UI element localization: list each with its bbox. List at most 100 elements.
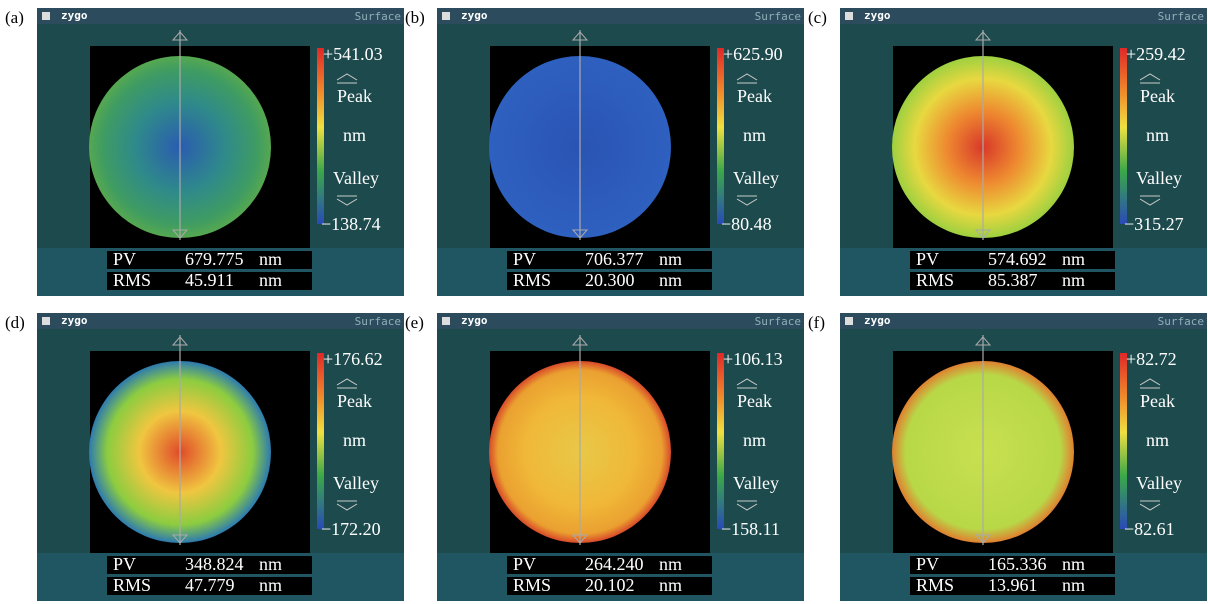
pv-label: PV [113,249,136,269]
app-logo: zygo [864,314,891,327]
window-title: Surface [355,315,401,328]
pv-label: PV [513,249,536,269]
pv-value: 165.336 [988,554,1047,574]
pv-unit: nm [1062,554,1085,574]
window-icon [42,317,50,325]
app-logo: zygo [61,314,88,327]
scale-unit: nm [743,430,766,450]
zygo-window: zygo Surface +106.13 Peak nm Valley −158.11 PV 2… [437,313,804,601]
valley-label: Valley [333,473,379,493]
rms-label: RMS [513,270,551,290]
pv-value: 574.692 [988,249,1047,269]
scale-max: +259.42 [1126,44,1186,64]
scale-unit: nm [1146,430,1169,450]
color-bar [717,48,724,224]
figure: (a) zygo Surface +541.03 Peak nm Valley −138.74… [0,0,1208,604]
window-icon [442,317,450,325]
panel-label: (c) [808,8,827,27]
rms-value: 45.911 [185,270,234,290]
window-title: Surface [1158,10,1204,23]
pv-label: PV [513,554,536,574]
rms-label: RMS [513,575,551,595]
zygo-window: zygo Surface +259.42 Peak nm Valley −315.27 PV 5… [840,8,1207,296]
pv-label: PV [916,554,939,574]
window-icon [42,12,50,20]
title-bar [437,313,804,329]
peak-label: Peak [337,86,372,106]
app-logo: zygo [864,9,891,22]
rms-label: RMS [916,575,954,595]
scale-min: −315.27 [1124,214,1184,234]
scale-max: +541.03 [323,44,383,64]
rms-unit: nm [1062,575,1085,595]
color-bar [1120,48,1127,224]
rms-value: 20.300 [585,270,635,290]
scale-unit: nm [1146,125,1169,145]
peak-label: Peak [737,86,772,106]
scale-max: +82.72 [1126,349,1177,369]
rms-unit: nm [659,270,682,290]
rms-label: RMS [113,270,151,290]
scale-max: +106.13 [723,349,783,369]
rms-unit: nm [659,575,682,595]
rms-unit: nm [259,270,282,290]
rms-label: RMS [916,270,954,290]
pv-value: 706.377 [585,249,644,269]
window-icon [845,317,853,325]
scale-max: +176.62 [323,349,383,369]
peak-label: Peak [737,391,772,411]
pv-label: PV [113,554,136,574]
window-title: Surface [1158,315,1204,328]
rms-label: RMS [113,575,151,595]
pv-unit: nm [1062,249,1085,269]
window-icon [442,12,450,20]
title-bar [840,313,1207,329]
rms-value: 20.102 [585,575,635,595]
title-bar [37,313,404,329]
app-logo: zygo [61,9,88,22]
pv-value: 348.824 [185,554,244,574]
peak-label: Peak [1140,86,1175,106]
panel-label: (b) [405,8,425,27]
rms-value: 47.779 [185,575,235,595]
peak-label: Peak [337,391,372,411]
scale-unit: nm [743,125,766,145]
valley-label: Valley [1136,473,1182,493]
scale-min: −158.11 [721,519,780,539]
scale-min: −80.48 [721,214,772,234]
valley-label: Valley [1136,168,1182,188]
scale-max: +625.90 [723,44,783,64]
zygo-window: zygo Surface +82.72 Peak nm Valley −82.61 PV 165… [840,313,1207,601]
window-title: Surface [755,10,801,23]
valley-label: Valley [733,473,779,493]
scale-unit: nm [343,125,366,145]
valley-label: Valley [733,168,779,188]
pv-unit: nm [259,249,282,269]
scale-min: −138.74 [321,214,381,234]
title-bar [437,8,804,24]
scale-min: −82.61 [1124,519,1175,539]
pv-unit: nm [259,554,282,574]
rms-unit: nm [1062,270,1085,290]
pv-unit: nm [659,554,682,574]
panel-label: (a) [5,8,24,27]
pv-value: 679.775 [185,249,244,269]
rms-unit: nm [259,575,282,595]
window-icon [845,12,853,20]
peak-label: Peak [1140,391,1175,411]
window-title: Surface [355,10,401,23]
window-title: Surface [755,315,801,328]
color-bar [317,48,324,224]
color-bar [1120,353,1127,529]
panel-label: (f) [808,313,825,332]
app-logo: zygo [461,314,488,327]
scale-unit: nm [343,430,366,450]
pv-value: 264.240 [585,554,644,574]
title-bar [37,8,404,24]
color-bar [717,353,724,529]
rms-value: 85.387 [988,270,1038,290]
color-bar [317,353,324,529]
pv-label: PV [916,249,939,269]
